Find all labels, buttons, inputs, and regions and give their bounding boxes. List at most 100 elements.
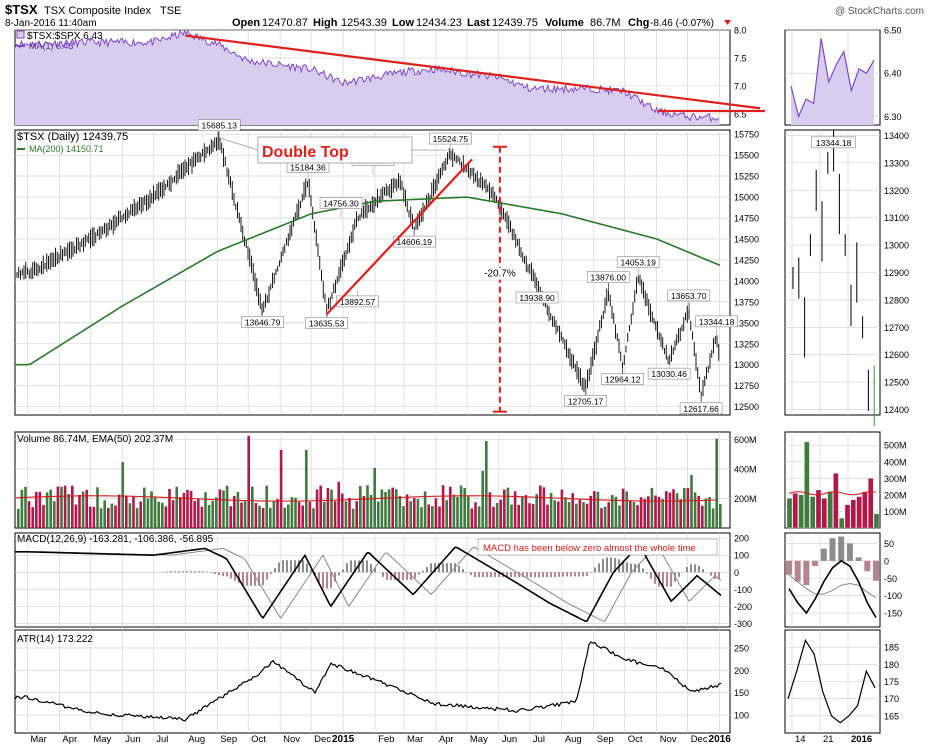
- volume-bar: [269, 507, 272, 528]
- volume-bar: [654, 495, 657, 528]
- zoom-macd-line: [788, 559, 877, 619]
- volume-bar: [697, 495, 700, 528]
- price-y-tick: 15250: [734, 172, 759, 182]
- x-tick-label: Nov: [283, 734, 300, 745]
- volume-bar: [128, 503, 132, 528]
- volume-bar: [452, 494, 456, 528]
- volume-bar: [625, 491, 628, 528]
- x-tick-label: May: [93, 734, 111, 745]
- zoom-volume-bar: [839, 517, 845, 529]
- legend-ma200: MA(200) 14150.71: [29, 144, 104, 154]
- volume-bar: [326, 488, 330, 528]
- volume-bar: [420, 507, 423, 528]
- open-value: 12470.87: [262, 17, 308, 29]
- macd-y-tick: 200: [734, 534, 749, 544]
- volume-bar: [175, 486, 178, 528]
- volume-bar: [553, 500, 556, 528]
- volume-y-tick: 600M: [734, 435, 757, 445]
- macd-y-tick: 0: [734, 568, 739, 578]
- zoom-volume-bar: [862, 491, 868, 529]
- volume-bar: [672, 489, 675, 528]
- volume-bar: [585, 503, 589, 528]
- zoom-volume-bar: [873, 513, 880, 529]
- volume-bar: [528, 503, 531, 528]
- volume-bar: [665, 491, 668, 528]
- volume-bar: [81, 491, 85, 528]
- volume-bar: [621, 488, 625, 528]
- volume-bar: [229, 506, 232, 528]
- volume-bar: [405, 494, 409, 528]
- zoom-volume-bar: [792, 493, 798, 529]
- volume-bar: [629, 500, 632, 528]
- low-label: Low: [392, 17, 414, 29]
- volume-bar: [402, 506, 405, 528]
- volume-bar: [395, 489, 398, 528]
- volume-bar: [193, 500, 196, 528]
- zoom-macd-histogram: [855, 557, 862, 561]
- price-y-tick: 13000: [734, 360, 759, 370]
- volume-bar: [657, 496, 661, 528]
- volume-bar: [17, 508, 20, 528]
- price-label: 13344.18: [699, 317, 735, 327]
- volume-bar: [459, 485, 463, 528]
- price-label-box: [586, 270, 630, 283]
- volume-bar: [308, 501, 312, 528]
- volume-bar: [290, 497, 294, 528]
- volume-bar: [218, 489, 222, 528]
- volume-bar: [103, 500, 106, 528]
- volume-bar: [96, 487, 99, 528]
- volume-bar: [474, 502, 477, 528]
- price-zoom-y-tick: 12900: [884, 268, 909, 278]
- zoom-volume-bar: [850, 499, 856, 529]
- volume-bar: [387, 489, 391, 528]
- double-top-label: Double Top: [262, 144, 349, 161]
- volume-bar: [240, 502, 243, 528]
- volume-bar: [171, 500, 175, 528]
- volume-bar: [251, 486, 254, 528]
- volume-bar: [359, 486, 362, 528]
- volume-bar: [315, 489, 319, 528]
- volume-bar: [704, 498, 708, 528]
- volume-bar: [117, 494, 121, 528]
- volume-bar: [99, 508, 103, 528]
- volume-zoom-y-tick: 200M: [884, 490, 907, 500]
- volume-bar: [204, 492, 207, 528]
- price-label: 13635.53: [309, 318, 345, 328]
- volume-bar: [535, 494, 538, 528]
- price-zoom-y-tick: 12700: [884, 323, 909, 333]
- volume-bar: [110, 503, 114, 528]
- price-zoom-y-tick: 13200: [884, 186, 909, 196]
- volume-bar: [441, 485, 445, 528]
- exchange: TSE: [160, 5, 181, 17]
- volume-bar: [341, 493, 344, 528]
- volume-zoom-y-tick: 500M: [884, 441, 907, 451]
- chg-label: Chg: [628, 17, 649, 29]
- zoom-macd-histogram: [838, 536, 845, 561]
- atr-zoom-y-tick: 170: [884, 694, 899, 704]
- volume-bar: [125, 495, 128, 528]
- volume-bar: [207, 504, 211, 528]
- atr-line: [14, 641, 722, 722]
- price-zoom-y-tick: 13000: [884, 241, 909, 251]
- volume-bar: [351, 508, 355, 528]
- volume-bar: [380, 489, 384, 528]
- zoom-volume-bar: [833, 473, 839, 529]
- price-label-box: [564, 395, 607, 407]
- price-y-tick: 12500: [734, 402, 759, 412]
- volume-bar: [571, 493, 574, 528]
- volume-bar: [560, 489, 564, 528]
- price-label: 12705.17: [568, 396, 604, 406]
- volume-bar: [564, 497, 567, 528]
- volume-bar: [661, 498, 664, 528]
- volume-bar: [431, 506, 434, 528]
- volume-bar: [582, 502, 585, 528]
- volume-bar: [596, 491, 600, 528]
- volume-bar: [27, 501, 31, 528]
- zoom-macd-histogram: [873, 560, 879, 581]
- volume-bar: [643, 498, 646, 528]
- zoom-volume-bar: [810, 496, 816, 529]
- volume-bar: [333, 501, 337, 528]
- volume-bar: [150, 491, 153, 528]
- price-label-box: [336, 295, 379, 308]
- zoom-volume-bar: [821, 498, 827, 529]
